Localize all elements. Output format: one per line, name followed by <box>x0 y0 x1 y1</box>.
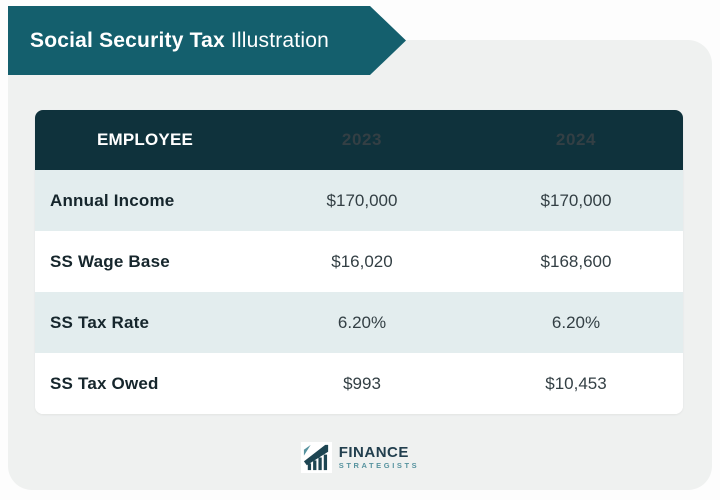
page-title-suffix: Illustration <box>230 28 329 52</box>
tax-comparison-table: EMPLOYEE 2023 2024 Annual Income $170,00… <box>35 110 683 414</box>
table-row-ss-tax-rate: SS Tax Rate 6.20% 6.20% <box>35 292 683 353</box>
cell-2023: 6.20% <box>337 312 387 332</box>
row-label: SS Wage Base <box>50 251 170 271</box>
table-header-row: EMPLOYEE 2023 2024 <box>35 110 683 170</box>
table-row-annual-income: Annual Income $170,000 $170,000 <box>35 170 683 231</box>
title-banner: Social Security Tax Illustration <box>8 6 406 75</box>
footer: FINANCE STRATEGISTS <box>8 442 712 473</box>
cell-2024: $170,000 <box>540 190 612 210</box>
row-label: SS Tax Owed <box>50 373 159 393</box>
cell-2024: $168,600 <box>540 251 612 271</box>
cell-2023: $170,000 <box>326 190 398 210</box>
table-row-ss-wage-base: SS Wage Base $16,020 $168,600 <box>35 231 683 292</box>
cell-2023: $16,020 <box>331 251 393 271</box>
column-header-employee: EMPLOYEE <box>96 130 194 149</box>
cell-2024: $10,453 <box>545 373 607 393</box>
chart-growth-logo-icon <box>300 442 332 473</box>
column-header-2023: 2023 <box>341 130 383 149</box>
column-header-2024: 2024 <box>555 130 597 149</box>
brand-text: FINANCE STRATEGISTS <box>339 445 420 470</box>
cell-2024: 6.20% <box>551 312 601 332</box>
page-title: Social Security Tax <box>30 28 225 52</box>
table-row-ss-tax-owed: SS Tax Owed $993 $10,453 <box>35 353 683 414</box>
brand-subtitle: STRATEGISTS <box>338 461 420 471</box>
brand-name: FINANCE <box>338 444 409 462</box>
cell-2023: $993 <box>343 373 381 393</box>
row-label: Annual Income <box>50 190 175 210</box>
finance-strategists-logo: FINANCE STRATEGISTS <box>300 442 420 473</box>
content-card: EMPLOYEE 2023 2024 Annual Income $170,00… <box>8 40 712 490</box>
row-label: SS Tax Rate <box>50 312 150 332</box>
